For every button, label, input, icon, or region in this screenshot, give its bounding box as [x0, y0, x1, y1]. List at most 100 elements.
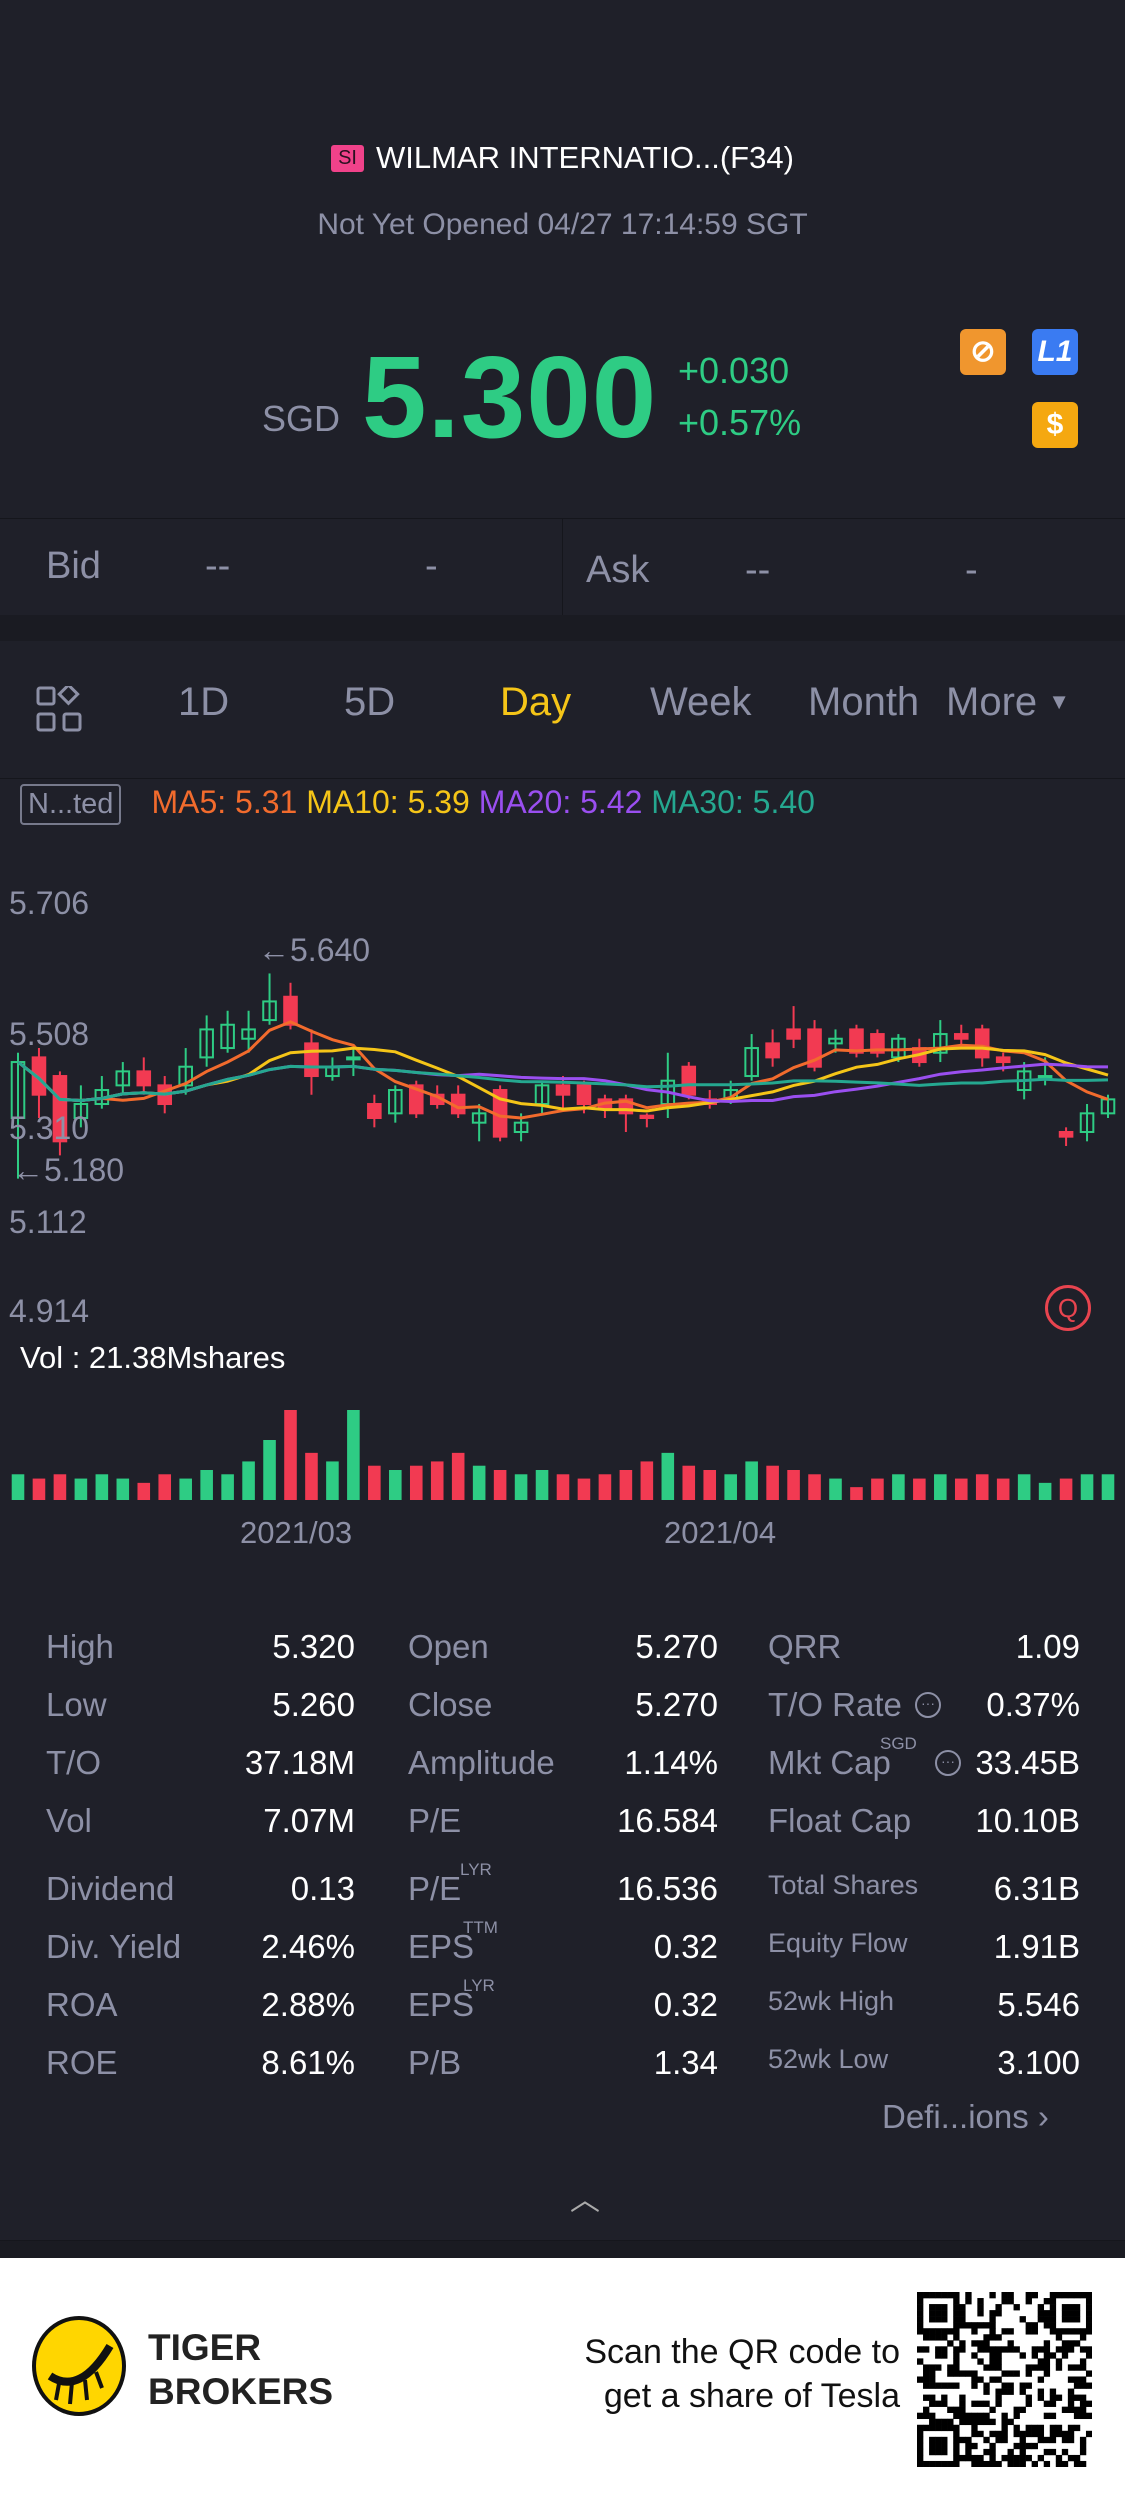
qr-module	[1073, 2304, 1081, 2311]
qr-module	[959, 2310, 966, 2317]
qr-module	[1073, 2412, 1081, 2420]
qr-module	[959, 2304, 966, 2311]
qr-module	[1085, 2400, 1092, 2407]
stat-superscript: LYR	[463, 1976, 495, 1995]
qr-module	[953, 2406, 960, 2413]
candle-body	[346, 1056, 361, 1061]
qr-module	[1067, 2310, 1075, 2317]
qr-module	[995, 2388, 1002, 2395]
qr-module	[959, 2346, 966, 2353]
currency: SGD	[262, 398, 341, 439]
qr-module	[959, 2400, 966, 2407]
no-margin-icon[interactable]: ⊘	[960, 329, 1006, 375]
qr-module	[971, 2400, 978, 2407]
qr-module	[929, 2310, 936, 2317]
qr-module	[989, 2430, 996, 2438]
qr-module	[1085, 2292, 1092, 2299]
qr-module	[1001, 2436, 1008, 2444]
qr-module	[1085, 2328, 1092, 2335]
tab-5d[interactable]: 5D	[344, 680, 396, 724]
qr-module	[983, 2388, 990, 2395]
qr-module	[965, 2442, 972, 2450]
chevron-up-icon[interactable]: ︿	[570, 2184, 600, 2217]
candle-body	[1079, 1112, 1095, 1133]
qr-module	[1025, 2400, 1032, 2407]
stat-label: EPS	[408, 1928, 475, 1965]
stat-label: ROE	[46, 2044, 118, 2081]
qr-module	[1061, 2436, 1069, 2444]
qr-module	[917, 2310, 924, 2317]
volume-bar	[745, 1461, 758, 1500]
candle-body	[52, 1075, 68, 1143]
qr-module	[953, 2412, 960, 2420]
qr-module	[1037, 2454, 1045, 2462]
qr-module	[995, 2310, 1002, 2317]
stat-value: 33.45B	[975, 1744, 1080, 1781]
qr-module	[1073, 2424, 1081, 2432]
info-icon[interactable]: ···	[935, 1750, 961, 1776]
qr-module	[1049, 2304, 1057, 2311]
qr-module	[1007, 2418, 1014, 2426]
zoom-search-icon[interactable]: Q	[1045, 1285, 1091, 1331]
candlestick-chart[interactable]	[0, 860, 1125, 1500]
candle-body	[974, 1028, 990, 1059]
qr-module	[1067, 2292, 1075, 2299]
qr-module	[929, 2292, 936, 2299]
qr-module	[941, 2316, 948, 2323]
candle-body	[199, 1028, 214, 1059]
candle-body	[1058, 1130, 1074, 1138]
tab-day[interactable]: Day	[500, 680, 572, 724]
volume-bar	[556, 1474, 570, 1500]
info-icon[interactable]: ···	[915, 1692, 941, 1718]
qr-module	[1049, 2328, 1057, 2335]
candle-body	[262, 1000, 277, 1022]
qr-module	[1013, 2412, 1020, 2420]
dollar-icon[interactable]: $	[1032, 402, 1078, 448]
volume-bar	[619, 1470, 633, 1500]
tab-week[interactable]: Week	[650, 680, 752, 724]
qr-module	[1031, 2352, 1038, 2359]
qr-module	[1055, 2424, 1063, 2432]
qr-module	[1025, 2298, 1032, 2305]
qr-module	[1025, 2370, 1032, 2377]
qr-module	[1043, 2400, 1051, 2407]
stat-label: QRR	[768, 1628, 842, 1665]
qr-module	[989, 2364, 996, 2371]
qr-module	[1085, 2304, 1092, 2311]
promo-text: Scan the QR code to get a share of Tesla	[584, 2330, 900, 2418]
qr-module	[1055, 2292, 1063, 2299]
qr-module	[941, 2304, 948, 2311]
qr-code[interactable]	[917, 2292, 1092, 2467]
qr-module	[935, 2448, 942, 2456]
stat-label: EPS	[408, 1986, 475, 2023]
qr-module	[1079, 2442, 1087, 2450]
promo-line2: get a share of Tesla	[603, 2377, 900, 2415]
qr-module	[917, 2346, 924, 2353]
adjust-mode-button[interactable]: N...ted	[20, 784, 122, 825]
qr-module	[1019, 2442, 1026, 2450]
qr-module	[1049, 2316, 1057, 2323]
qr-module	[1037, 2310, 1045, 2317]
qr-module	[1001, 2424, 1008, 2432]
qr-module	[995, 2346, 1002, 2353]
grid-icon[interactable]	[36, 682, 84, 739]
stat-value: 5.320	[272, 1628, 355, 1665]
stat-label: Dividend	[46, 1870, 175, 1907]
volume-bar	[1059, 1478, 1073, 1500]
definitions-link[interactable]: Defi...ions ›	[882, 2098, 1049, 2136]
qr-module	[1031, 2292, 1038, 2299]
tab-month[interactable]: Month	[808, 680, 920, 724]
qr-module	[1085, 2382, 1092, 2389]
qr-module	[941, 2460, 948, 2467]
volume-bar	[724, 1474, 737, 1500]
qr-module	[989, 2328, 996, 2335]
promo-banner[interactable]: TIGER BROKERS Scan the QR code to get a sh…	[0, 2258, 1125, 2499]
level1-icon[interactable]: L1	[1032, 329, 1078, 375]
tab-more[interactable]: More ▼	[946, 680, 1070, 725]
qr-module	[923, 2406, 930, 2413]
qr-module	[1001, 2430, 1008, 2438]
qr-module	[977, 2400, 984, 2407]
stat-value: 1.34	[653, 2044, 718, 2081]
qr-module	[989, 2454, 996, 2462]
tab-1d[interactable]: 1D	[178, 680, 230, 724]
